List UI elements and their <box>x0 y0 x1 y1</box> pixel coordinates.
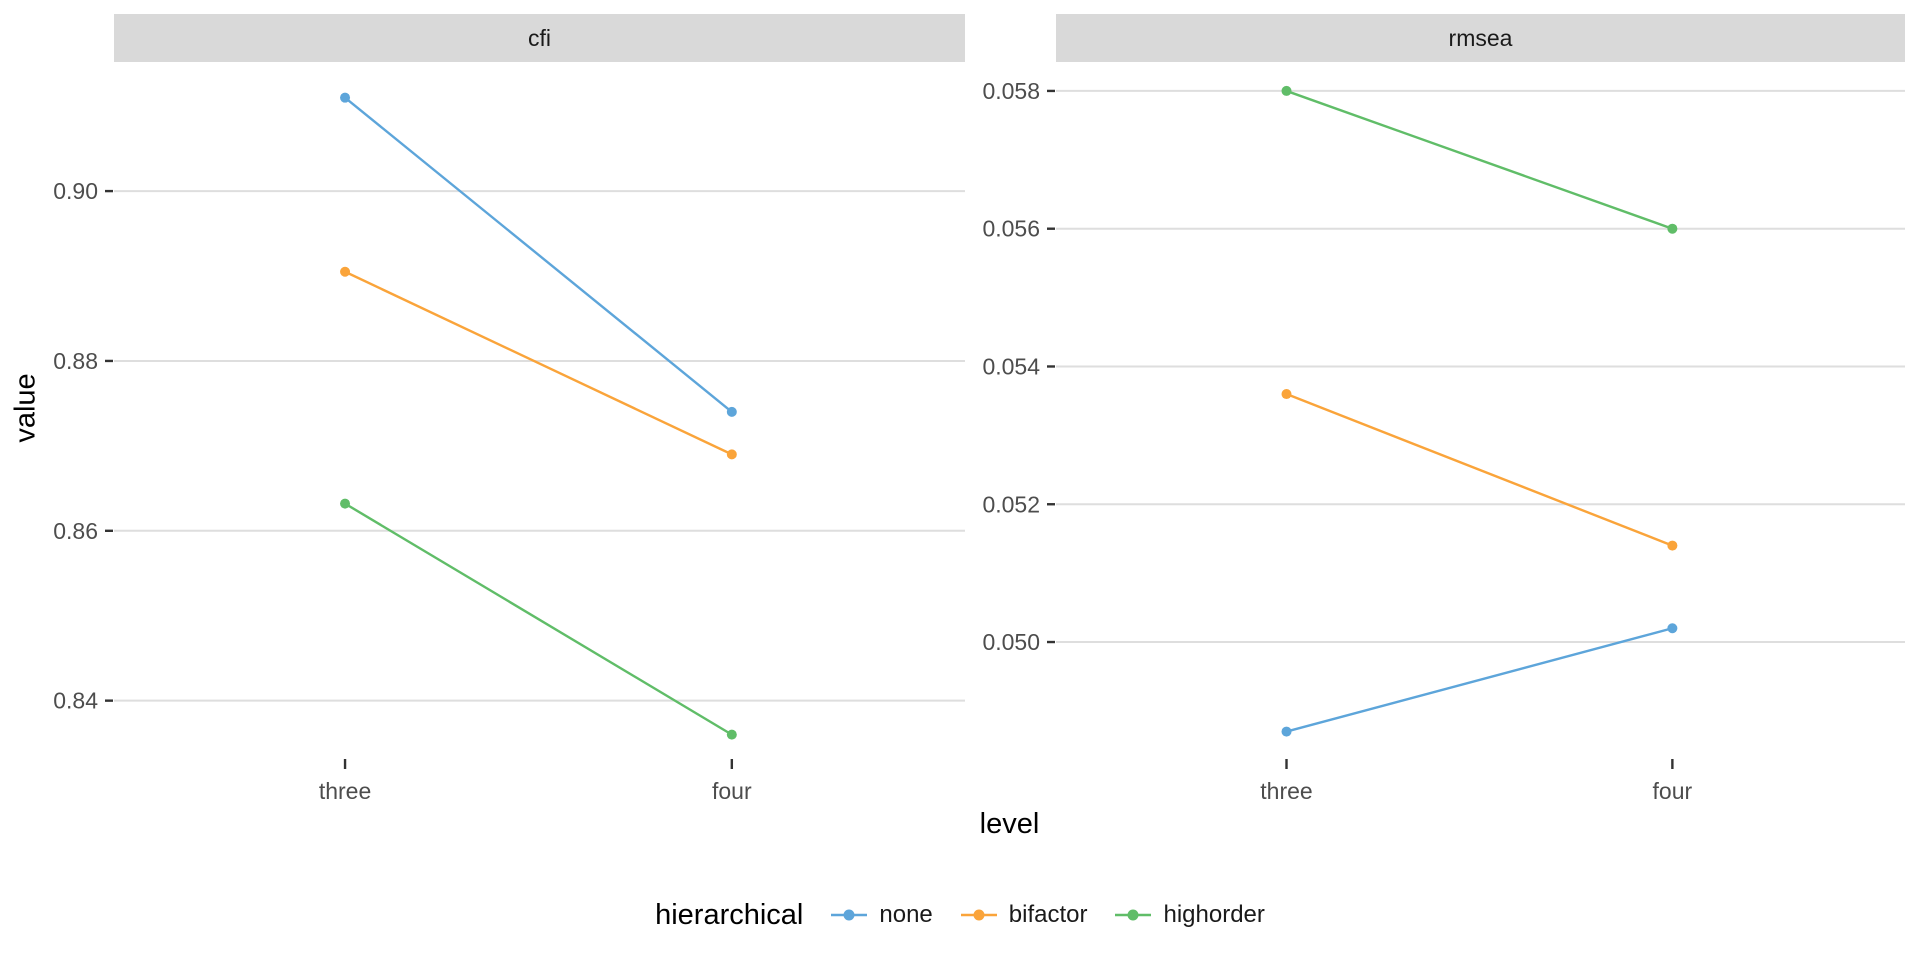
x-tick-label: three <box>1260 778 1312 804</box>
facet-strip-rmsea: rmsea <box>1056 14 1905 62</box>
data-point-highorder <box>1667 223 1678 234</box>
legend-key-point <box>1127 909 1139 921</box>
y-tick-label: 0.90 <box>53 178 98 204</box>
data-point-bifactor <box>1667 540 1678 551</box>
series-line-highorder <box>344 502 733 736</box>
y-tick-label: 0.88 <box>53 348 98 374</box>
legend-item-label: none <box>879 901 933 928</box>
legend-item-label: highorder <box>1163 901 1265 928</box>
y-axis-title: value <box>9 373 42 443</box>
data-point-bifactor <box>726 449 737 460</box>
y-tick-label: 0.052 <box>982 491 1040 517</box>
legend-item-none: none <box>829 901 933 929</box>
legend-key-icon <box>831 909 868 921</box>
legend-title: hierarchical <box>655 898 804 931</box>
series-line-bifactor <box>344 270 733 456</box>
series-line-none <box>1286 627 1673 733</box>
x-tick-label: three <box>319 778 371 804</box>
data-point-none <box>1667 623 1678 634</box>
legend: hierarchical none bifactor highorder <box>0 890 1920 940</box>
y-tick-label: 0.054 <box>982 353 1040 379</box>
data-point-highorder <box>340 498 351 509</box>
legend-items: none bifactor highorder <box>829 901 1265 929</box>
facet-strip-cfi: cfi <box>114 14 965 62</box>
legend-key-point <box>843 909 855 921</box>
legend-key-point <box>973 909 985 921</box>
series-line-bifactor <box>1286 392 1673 547</box>
series-line-highorder <box>1286 89 1673 230</box>
y-tick-label: 0.058 <box>982 78 1040 104</box>
y-tick-label: 0.050 <box>982 629 1040 655</box>
data-point-none <box>1281 726 1292 737</box>
legend-item-label: bifactor <box>1008 901 1088 928</box>
facet-strip-rmsea-label: rmsea <box>1448 24 1513 51</box>
facet-strip-cfi-label: cfi <box>528 24 551 51</box>
legend-key-icon <box>1115 909 1152 921</box>
data-point-bifactor <box>340 266 351 277</box>
x-tick-label: four <box>1653 778 1693 804</box>
data-point-highorder <box>1281 85 1292 96</box>
series-line-none <box>344 96 733 413</box>
data-point-none <box>726 406 737 417</box>
x-axis-title: level <box>979 807 1040 840</box>
x-tick-label: four <box>712 778 752 804</box>
legend-key-icon <box>960 909 997 921</box>
y-tick-label: 0.86 <box>53 518 98 544</box>
data-point-highorder <box>726 729 737 740</box>
y-tick-label: 0.056 <box>982 216 1040 242</box>
y-tick-label: 0.84 <box>53 688 98 714</box>
data-point-none <box>340 92 351 103</box>
legend-item-bifactor: bifactor <box>959 901 1088 929</box>
legend-item-highorder: highorder <box>1113 901 1265 929</box>
data-point-bifactor <box>1281 389 1292 400</box>
